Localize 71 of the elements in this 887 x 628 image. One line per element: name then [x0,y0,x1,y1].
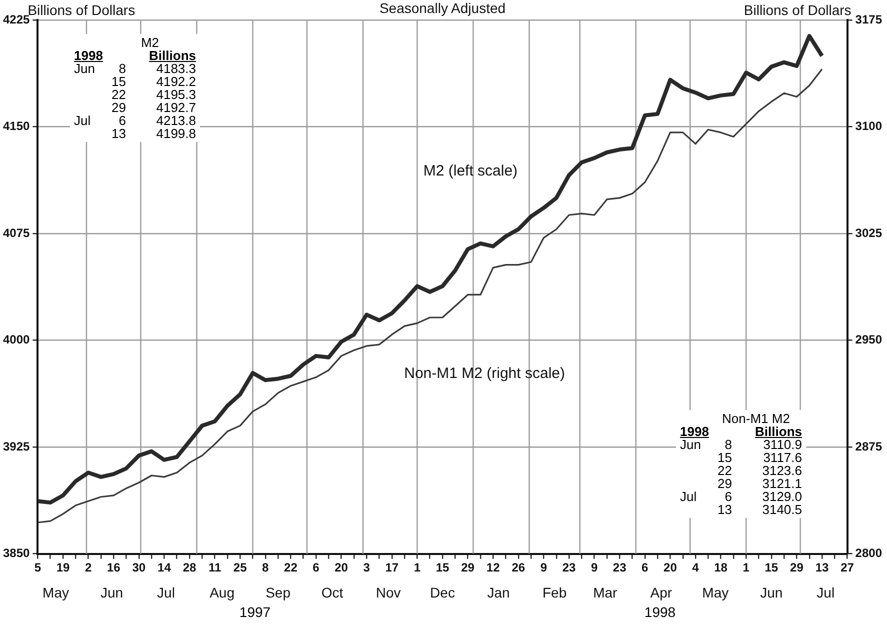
y2-axis-title: Billions of Dollars [744,2,852,18]
y-tick-label: 3925 [2,439,30,454]
x-tick-label: 2 [84,560,92,574]
x-tick-label: 25 [233,560,248,574]
x-tick-label: 9 [590,560,598,574]
y2-tick-label: 3175 [855,12,882,26]
x-tick-label: 1 [414,560,421,574]
x-tick-label: 23 [562,560,576,574]
x2-tick-label: May [42,584,69,600]
x2-tick-label: Jul [157,584,175,600]
text: 1998 [644,604,676,620]
x-tick-label: 15 [764,560,778,574]
x-tick-label: 4 [692,560,700,574]
x-tick-label: 12 [486,560,500,574]
x2-tick-label: Nov [376,584,401,600]
x2-tick-label: Aug [210,584,234,600]
x2-tick-label: Dec [430,584,455,600]
text: 1997 [238,604,272,620]
x2-tick-label: Sep [266,584,291,600]
x-tick-label: 19 [56,560,70,574]
x2-tick-label: May [702,584,729,600]
x-tick-label: 26 [512,560,526,574]
y2-tick-label: 2875 [855,439,882,454]
x-tick-label: 29 [790,560,804,574]
x-tick-label: 13 [815,560,829,574]
x-tick-label: 17 [385,560,399,574]
x-tick-label: 9 [540,560,548,574]
x-tick-label: 14 [158,560,172,574]
x-tick-label: 6 [642,560,649,574]
y-tick-label: 3850 [2,546,30,560]
x-tick-label: 3 [363,560,370,574]
x-tick-label: 16 [106,560,121,574]
text: M2 (left scale) [423,162,518,180]
x2-tick-label: Feb [542,584,567,600]
x-tick-label: 20 [664,560,678,574]
x-tick-label: 30 [132,560,146,574]
y-tick-label: 4075 [2,226,30,240]
y-tick-label: 4000 [2,332,30,347]
annotation: 1998 [74,48,104,63]
chart-title: Seasonally Adjusted [379,0,506,16]
x2-tick-label: Jan [487,584,510,600]
x-tick-label: 1 [742,560,750,574]
x-tick-label: 23 [612,560,627,574]
y-axis-title: Billions of Dollars [28,2,136,18]
x-tick-label: 27 [840,560,854,574]
x-tick-label: 6 [312,560,320,574]
x-tick-label: 22 [284,560,298,574]
y2-tick-label: 3025 [855,226,882,240]
y2-tick-label: 3100 [855,119,882,134]
x2-tick-label: Jul [816,584,835,600]
non-m1-table: Non-M1 M2 1998 Billions Jun 8 3110.9 15 3117.6 22 3123.6 29 3121.1 Jul 6 3129.0 13 3140.5 [676,410,806,518]
x-tick-label: 29 [461,560,475,574]
x2-tick-label: Jun [100,584,124,600]
annotation: Non-M1 M2 [721,411,791,426]
y-tick-label: 4150 [2,119,30,134]
y2-tick-label: 2800 [855,546,882,560]
x2-tick-label: Apr [650,584,672,600]
y2-tick-label: 2950 [855,332,882,347]
x-tick-label: 18 [714,560,728,574]
x2-tick-label: Jun [760,584,783,600]
x-tick-label: 5 [34,560,42,574]
m2-table: M2 1998 Billions Jun 8 4183.3 15 4192.2 22 4195.3 29 4192.7 Jul 6 4213.8 13 4199.8 [70,34,200,142]
x2-tick-label: Oct [321,584,344,600]
x-tick-label: 28 [182,560,196,574]
x-tick-label: 8 [262,560,270,574]
x-tick-label: 15 [436,560,450,574]
x-tick-label: 11 [208,560,222,574]
text: Non-M1 M2 (right scale) [404,365,565,382]
x2-tick-label: Mar [593,584,618,600]
annotation: M2 [140,35,160,50]
x-tick-label: 20 [334,560,348,574]
